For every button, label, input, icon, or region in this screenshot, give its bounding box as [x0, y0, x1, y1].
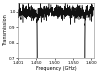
Y-axis label: Transmission: Transmission — [3, 15, 8, 46]
X-axis label: Frequency (GHz): Frequency (GHz) — [36, 66, 76, 71]
